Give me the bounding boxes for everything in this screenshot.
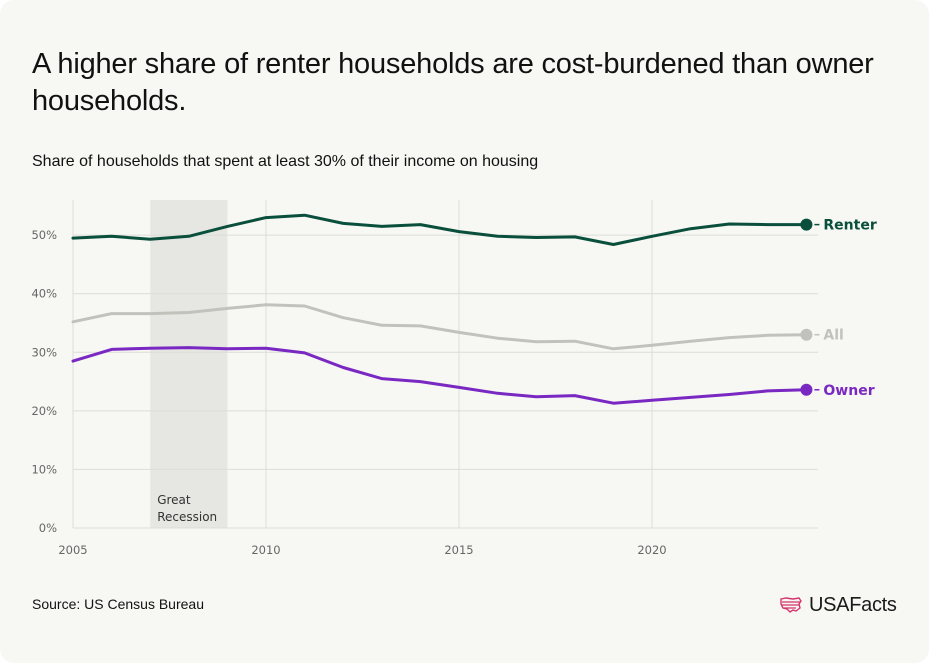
x-tick-label: 2010 bbox=[251, 543, 280, 557]
source-note: Source: US Census Bureau bbox=[32, 596, 204, 612]
y-tick-label: 10% bbox=[31, 462, 57, 476]
logo-text: USAFacts bbox=[809, 593, 897, 616]
series-label-renter: Renter bbox=[823, 218, 876, 234]
chart-subtitle: Share of households that spent at least … bbox=[32, 153, 539, 170]
x-tick-label: 2020 bbox=[637, 543, 666, 557]
y-tick-label: 20% bbox=[31, 404, 57, 418]
series-endpoint-renter bbox=[800, 218, 813, 231]
series-line-owner bbox=[71, 346, 808, 405]
series-label-owner: Owner bbox=[823, 383, 874, 399]
series-endpoint-owner bbox=[800, 383, 813, 396]
series-line-renter bbox=[71, 213, 808, 246]
us-map-icon bbox=[780, 597, 802, 613]
usafacts-logo: USAFacts bbox=[779, 592, 897, 618]
series-label-all: All bbox=[823, 328, 843, 344]
x-tick-label: 2015 bbox=[444, 543, 473, 557]
y-tick-label: 40% bbox=[31, 287, 57, 301]
y-tick-label: 0% bbox=[39, 521, 57, 535]
y-tick-label: 50% bbox=[31, 228, 57, 242]
series-line-all bbox=[71, 303, 808, 351]
series-endpoint-all bbox=[800, 328, 813, 341]
y-tick-label: 30% bbox=[31, 345, 57, 359]
recession-label: Recession bbox=[157, 510, 217, 524]
recession-shading bbox=[150, 200, 228, 528]
x-tick-label: 2005 bbox=[58, 543, 87, 557]
recession-label: Great bbox=[157, 493, 191, 507]
chart-title: A higher share of renter households are … bbox=[32, 48, 874, 117]
